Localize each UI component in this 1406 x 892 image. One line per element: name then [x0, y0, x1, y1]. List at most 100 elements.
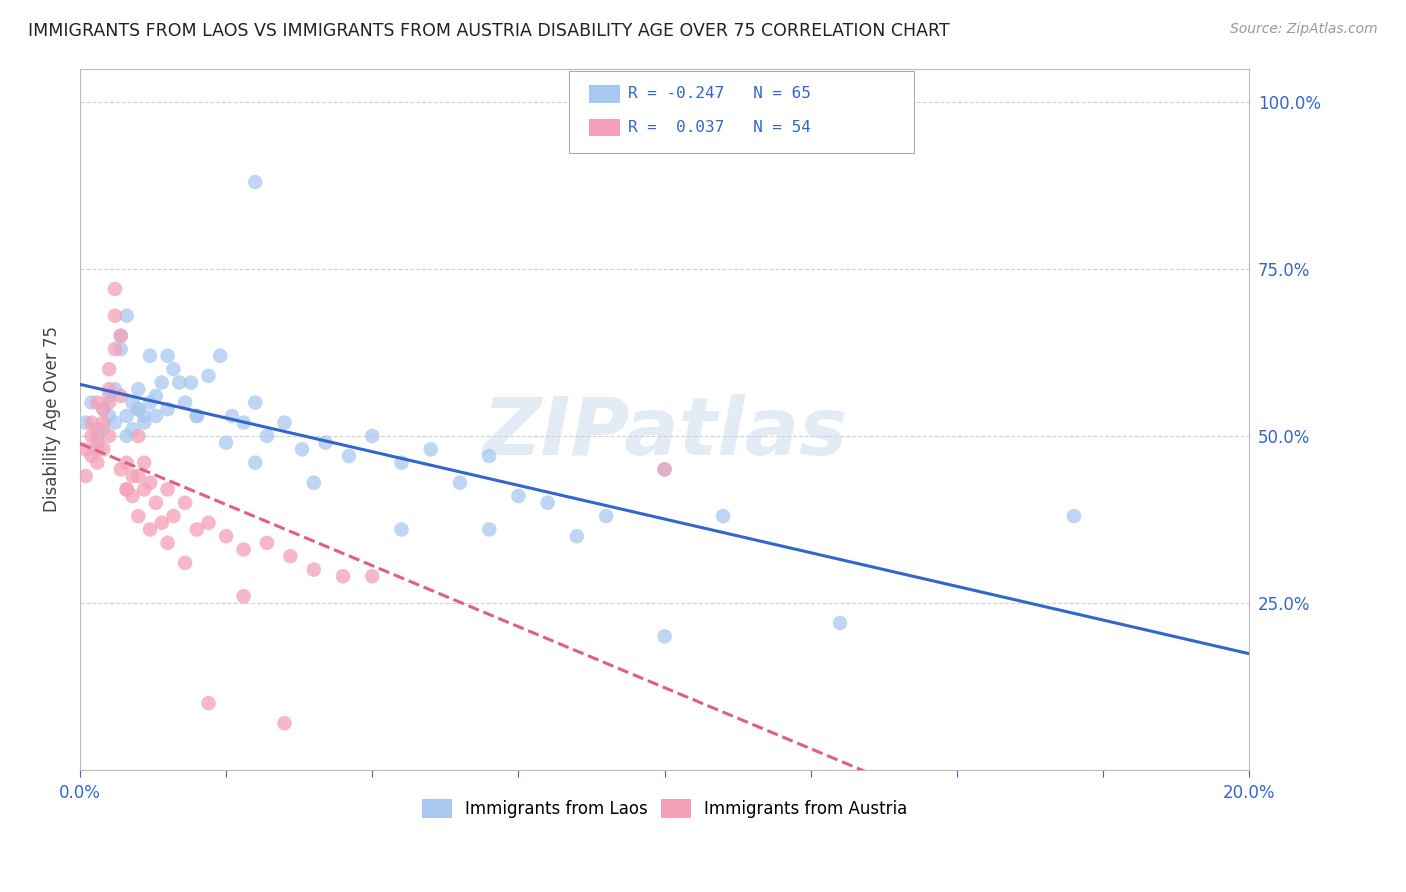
Point: [478, 523, 501, 537]
Point: [197, 696, 219, 710]
Point: [91, 442, 114, 457]
Point: [127, 402, 149, 417]
Point: [127, 382, 149, 396]
Point: [115, 456, 138, 470]
Point: [150, 376, 173, 390]
Legend: Immigrants from Laos, Immigrants from Austria: Immigrants from Laos, Immigrants from Au…: [415, 792, 914, 825]
Point: [508, 489, 530, 503]
Point: [245, 175, 267, 189]
Point: [80, 449, 103, 463]
Point: [174, 496, 197, 510]
Point: [98, 409, 121, 423]
Point: [391, 456, 413, 470]
Point: [156, 483, 179, 497]
Point: [121, 422, 143, 436]
Point: [537, 496, 560, 510]
Point: [104, 342, 127, 356]
Point: [1063, 509, 1085, 524]
Point: [134, 456, 156, 470]
Point: [595, 509, 617, 524]
Point: [121, 489, 143, 503]
Point: [156, 536, 179, 550]
Point: [86, 435, 108, 450]
Point: [654, 462, 676, 476]
Point: [134, 416, 156, 430]
Point: [332, 569, 354, 583]
Point: [197, 368, 219, 383]
Point: [156, 349, 179, 363]
Point: [86, 422, 108, 436]
Point: [337, 449, 360, 463]
Point: [139, 395, 162, 409]
Point: [139, 475, 162, 490]
Point: [115, 429, 138, 443]
Point: [86, 456, 108, 470]
Point: [104, 382, 127, 396]
Point: [110, 342, 132, 356]
Point: [139, 349, 162, 363]
Point: [197, 516, 219, 530]
Point: [115, 483, 138, 497]
Point: [115, 409, 138, 423]
Point: [828, 615, 851, 630]
Point: [156, 402, 179, 417]
Point: [98, 429, 121, 443]
Point: [232, 542, 254, 557]
Point: [273, 416, 295, 430]
Point: [654, 462, 676, 476]
Point: [145, 496, 167, 510]
Point: [127, 429, 149, 443]
Text: Source: ZipAtlas.com: Source: ZipAtlas.com: [1230, 22, 1378, 37]
Point: [273, 716, 295, 731]
Point: [80, 429, 103, 443]
Text: ZIPatlas: ZIPatlas: [482, 394, 848, 472]
Point: [162, 362, 184, 376]
Point: [245, 395, 267, 409]
Point: [449, 475, 471, 490]
Point: [98, 362, 121, 376]
Point: [245, 456, 267, 470]
Point: [291, 442, 314, 457]
Point: [209, 349, 232, 363]
Point: [110, 462, 132, 476]
Point: [104, 309, 127, 323]
Point: [134, 483, 156, 497]
Point: [711, 509, 734, 524]
Text: R = -0.247   N = 65: R = -0.247 N = 65: [628, 87, 811, 101]
Point: [98, 382, 121, 396]
Text: IMMIGRANTS FROM LAOS VS IMMIGRANTS FROM AUSTRIA DISABILITY AGE OVER 75 CORRELATI: IMMIGRANTS FROM LAOS VS IMMIGRANTS FROM …: [28, 22, 949, 40]
Point: [91, 402, 114, 417]
Point: [215, 435, 238, 450]
Point: [186, 523, 208, 537]
Point: [134, 409, 156, 423]
Text: R =  0.037   N = 54: R = 0.037 N = 54: [628, 120, 811, 135]
Point: [302, 563, 325, 577]
Point: [127, 402, 149, 417]
Point: [174, 556, 197, 570]
Point: [654, 629, 676, 643]
Point: [280, 549, 302, 564]
Point: [75, 416, 97, 430]
Point: [86, 395, 108, 409]
Point: [139, 523, 162, 537]
Point: [80, 416, 103, 430]
Point: [91, 402, 114, 417]
Point: [115, 483, 138, 497]
Point: [86, 429, 108, 443]
Y-axis label: Disability Age Over 75: Disability Age Over 75: [44, 326, 60, 512]
Point: [232, 589, 254, 603]
Point: [75, 469, 97, 483]
Point: [180, 376, 202, 390]
Point: [80, 395, 103, 409]
Point: [162, 509, 184, 524]
Point: [91, 422, 114, 436]
Point: [110, 389, 132, 403]
Point: [169, 376, 191, 390]
Point: [419, 442, 441, 457]
Point: [302, 475, 325, 490]
Point: [115, 309, 138, 323]
Point: [478, 449, 501, 463]
Point: [361, 569, 384, 583]
Point: [98, 389, 121, 403]
Point: [75, 442, 97, 457]
